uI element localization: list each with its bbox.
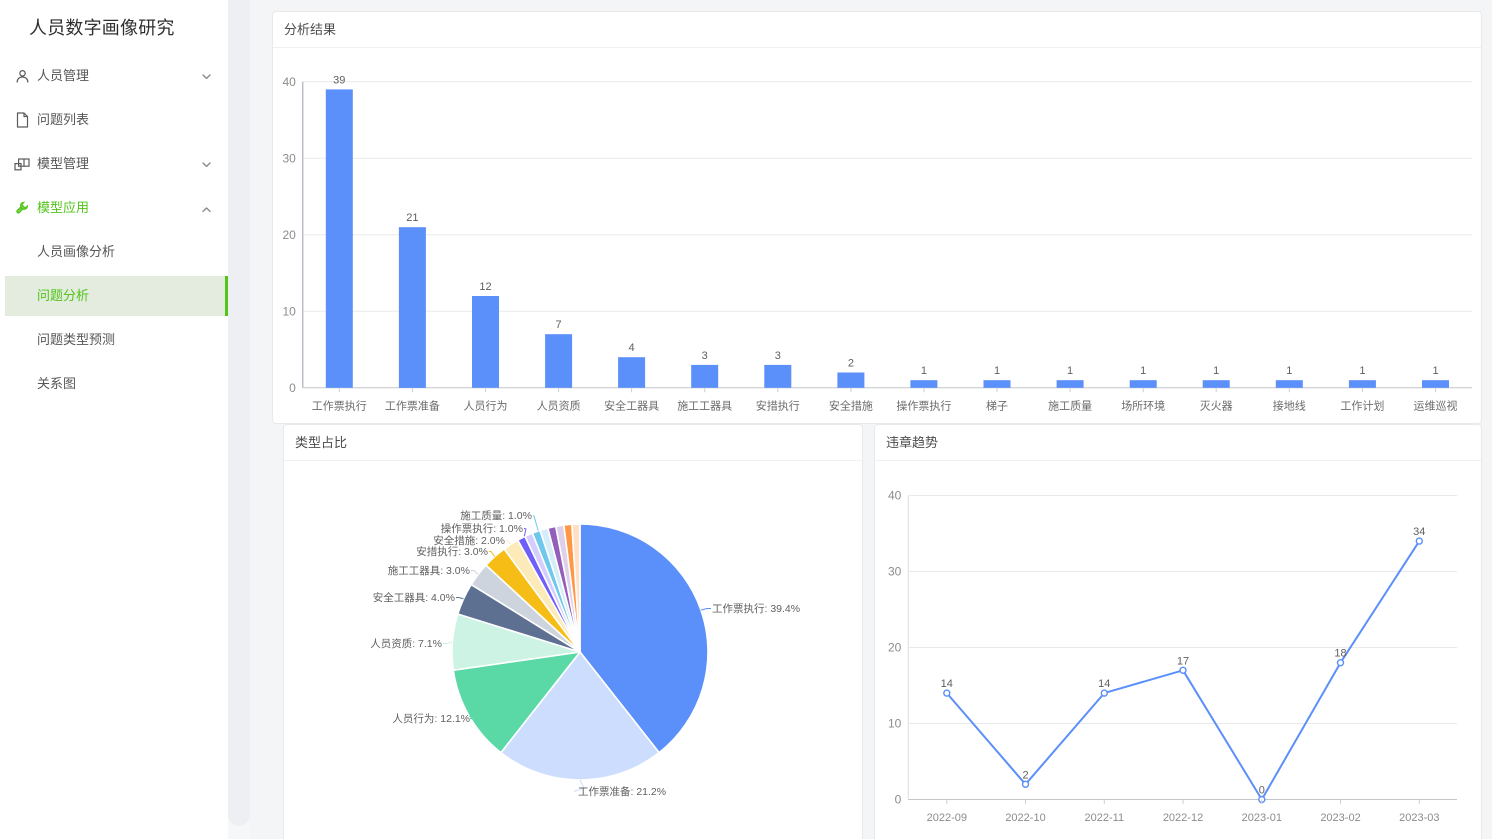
svg-text:20: 20 <box>282 228 296 242</box>
svg-text:安全工器具: 安全工器具 <box>604 398 659 412</box>
svg-text:39: 39 <box>333 74 345 86</box>
svg-text:20: 20 <box>888 641 902 655</box>
svg-text:2: 2 <box>848 358 854 370</box>
svg-text:安全措施: 安全措施 <box>829 398 873 412</box>
svg-text:工作票执行: 工作票执行 <box>312 398 367 412</box>
svg-text:0: 0 <box>895 793 902 807</box>
svg-text:0: 0 <box>289 381 296 395</box>
svg-text:灭火器: 灭火器 <box>1200 399 1233 412</box>
svg-text:施工工器具: 3.0%: 施工工器具: 3.0% <box>388 564 470 577</box>
svg-text:安全工器具: 4.0%: 安全工器具: 4.0% <box>373 591 455 604</box>
svg-text:工作计划: 工作计划 <box>1340 399 1384 412</box>
svg-text:安全措施: 2.0%: 安全措施: 2.0% <box>433 534 505 547</box>
svg-text:操作票执行: 1.0%: 操作票执行: 1.0% <box>441 522 523 535</box>
svg-text:14: 14 <box>1098 678 1110 690</box>
svg-text:安措执行: 安措执行 <box>756 398 800 412</box>
svg-text:工作票准备: 21.2%: 工作票准备: 21.2% <box>578 785 666 798</box>
svg-text:1: 1 <box>1213 365 1219 377</box>
svg-text:18: 18 <box>1334 648 1346 660</box>
svg-text:1: 1 <box>1140 365 1146 377</box>
svg-text:4: 4 <box>629 342 635 354</box>
svg-text:2022-12: 2022-12 <box>1163 812 1203 824</box>
svg-text:施工质量: 1.0%: 施工质量: 1.0% <box>460 509 532 522</box>
svg-text:工作票执行: 39.4%: 工作票执行: 39.4% <box>712 602 800 615</box>
svg-text:人员行为: 12.1%: 人员行为: 12.1% <box>392 712 470 725</box>
svg-text:21: 21 <box>406 212 418 224</box>
svg-text:40: 40 <box>888 489 902 503</box>
svg-text:0: 0 <box>1259 785 1265 797</box>
svg-text:2022-09: 2022-09 <box>927 812 967 824</box>
svg-text:1: 1 <box>1067 365 1073 377</box>
svg-text:人员资质: 人员资质 <box>537 399 581 412</box>
svg-text:操作票执行: 操作票执行 <box>896 398 951 412</box>
svg-text:2022-10: 2022-10 <box>1005 812 1045 824</box>
svg-text:人员资质: 7.1%: 人员资质: 7.1% <box>370 638 442 650</box>
svg-text:人员行为: 人员行为 <box>464 399 508 412</box>
svg-text:3: 3 <box>702 350 708 362</box>
svg-text:1: 1 <box>994 365 1000 377</box>
svg-text:2: 2 <box>1022 769 1028 781</box>
svg-text:1: 1 <box>1432 365 1438 377</box>
svg-text:接地线: 接地线 <box>1273 398 1306 412</box>
svg-text:1: 1 <box>921 365 927 377</box>
svg-text:10: 10 <box>888 717 902 731</box>
svg-text:施工工器具: 施工工器具 <box>677 399 732 412</box>
svg-text:1: 1 <box>1359 365 1365 377</box>
svg-text:安措执行: 3.0%: 安措执行: 3.0% <box>416 545 488 558</box>
svg-text:14: 14 <box>941 678 953 690</box>
svg-text:场所环境: 场所环境 <box>1121 398 1165 412</box>
svg-text:1: 1 <box>1286 365 1292 377</box>
svg-text:17: 17 <box>1177 655 1189 667</box>
svg-text:2023-01: 2023-01 <box>1242 812 1282 824</box>
svg-text:工作票准备: 工作票准备 <box>385 398 440 412</box>
svg-text:30: 30 <box>282 151 296 165</box>
svg-text:34: 34 <box>1413 526 1425 538</box>
svg-text:梯子: 梯子 <box>986 399 1008 412</box>
svg-text:10: 10 <box>282 304 296 318</box>
svg-text:40: 40 <box>282 75 296 89</box>
svg-text:3: 3 <box>775 350 781 362</box>
svg-text:12: 12 <box>479 281 491 293</box>
svg-text:2022-11: 2022-11 <box>1085 812 1125 824</box>
svg-text:30: 30 <box>888 565 902 579</box>
svg-text:2023-03: 2023-03 <box>1399 812 1439 824</box>
svg-text:运维巡视: 运维巡视 <box>1414 398 1458 412</box>
svg-text:施工质量: 施工质量 <box>1048 399 1092 412</box>
svg-text:7: 7 <box>556 319 562 331</box>
svg-text:2023-02: 2023-02 <box>1320 812 1360 824</box>
